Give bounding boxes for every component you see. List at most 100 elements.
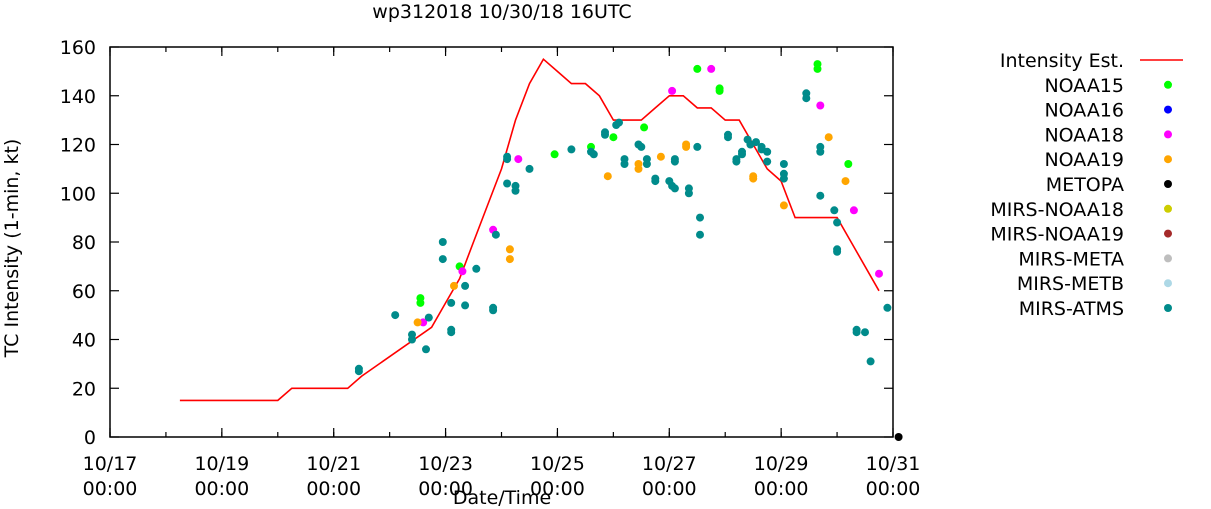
point-mirs-atms bbox=[438, 238, 447, 246]
point-mirs-atms bbox=[696, 213, 704, 222]
point-mirs-atms bbox=[816, 147, 825, 156]
point-mirs-atms bbox=[693, 142, 702, 151]
point-noaa18 bbox=[707, 64, 716, 73]
point-noaa19 bbox=[603, 172, 612, 181]
point-mirs-atms bbox=[354, 367, 363, 376]
y-tick-label: 20 bbox=[72, 378, 96, 400]
point-noaa19 bbox=[824, 133, 833, 142]
y-tick-label: 60 bbox=[72, 281, 96, 303]
point-noaa19 bbox=[682, 142, 691, 151]
point-mirs-atms bbox=[642, 160, 651, 168]
point-noaa19 bbox=[656, 152, 665, 161]
x-tick-label-date: 10/31 bbox=[866, 453, 921, 475]
point-noaa15 bbox=[693, 64, 702, 73]
legend-label-mirs-noaa19: MIRS-NOAA19 bbox=[990, 224, 1124, 246]
point-mirs-atms bbox=[438, 255, 447, 264]
legend-label-intensity-est-: Intensity Est. bbox=[1000, 50, 1124, 72]
x-tick-label-time: 00:00 bbox=[83, 478, 138, 500]
point-mirs-atms bbox=[724, 133, 732, 142]
point-mirs-atms bbox=[461, 301, 470, 310]
plot-series bbox=[179, 57, 903, 441]
point-mirs-atms bbox=[779, 174, 788, 183]
point-mirs-atms bbox=[670, 157, 679, 166]
point-noaa18 bbox=[458, 267, 467, 276]
point-mirs-atms bbox=[779, 160, 788, 168]
y-tick-label: 40 bbox=[72, 330, 96, 352]
point-mirs-atms bbox=[447, 298, 456, 307]
x-tick-label-time: 00:00 bbox=[866, 478, 921, 500]
point-mirs-atms bbox=[447, 328, 456, 337]
x-tick-label-date: 10/23 bbox=[418, 453, 473, 475]
legend-swatch-mirs-atms bbox=[1164, 304, 1172, 312]
point-noaa15 bbox=[715, 86, 724, 95]
x-tick-label-time: 00:00 bbox=[418, 478, 473, 500]
legend-label-noaa16: NOAA16 bbox=[1044, 100, 1124, 122]
point-mirs-atms bbox=[852, 328, 861, 337]
point-mirs-atms bbox=[833, 218, 842, 227]
legend-label-mirs-atms: MIRS-ATMS bbox=[1019, 298, 1124, 320]
y-axis: 0 20 40 60 80 100 120 140 160 bbox=[60, 37, 893, 449]
y-tick-label: 140 bbox=[60, 86, 96, 108]
chart-title: wp312018 10/30/18 16UTC bbox=[372, 1, 631, 23]
point-noaa15 bbox=[416, 298, 425, 307]
legend-label-mirs-noaa18: MIRS-NOAA18 bbox=[990, 199, 1124, 221]
x-tick-label-time: 00:00 bbox=[642, 478, 697, 500]
x-tick-label-time: 00:00 bbox=[306, 478, 361, 500]
point-noaa15 bbox=[550, 150, 559, 159]
point-mirs-atms bbox=[816, 191, 825, 200]
point-noaa18 bbox=[668, 86, 677, 95]
point-noaa19 bbox=[749, 174, 758, 183]
y-tick-label: 80 bbox=[72, 232, 96, 254]
legend-label-mirs-metb: MIRS-METB bbox=[1017, 273, 1124, 295]
point-mirs-atms bbox=[637, 142, 646, 151]
legend-swatch-mirs-metb bbox=[1164, 279, 1172, 288]
point-mirs-atms bbox=[684, 189, 693, 198]
point-mirs-atms bbox=[752, 138, 760, 147]
point-noaa19 bbox=[634, 164, 643, 173]
legend-swatch-noaa15 bbox=[1164, 80, 1172, 89]
point-mirs-atms bbox=[567, 145, 576, 154]
point-mirs-atms bbox=[601, 130, 609, 139]
legend-swatch-noaa18 bbox=[1164, 130, 1172, 139]
point-noaa19 bbox=[779, 201, 788, 210]
point-mirs-atms bbox=[461, 281, 470, 290]
point-noaa18 bbox=[514, 155, 523, 164]
point-noaa18 bbox=[875, 269, 883, 278]
point-mirs-atms bbox=[424, 313, 433, 322]
point-mirs-atms bbox=[802, 94, 811, 103]
legend-label-noaa19: NOAA19 bbox=[1044, 149, 1124, 171]
y-tick-label: 160 bbox=[60, 37, 96, 59]
legend-swatch-mirs-noaa19 bbox=[1164, 229, 1172, 238]
point-mirs-atms bbox=[491, 230, 500, 239]
legend-swatch-mirs-noaa18 bbox=[1164, 204, 1172, 213]
legend-swatch-mirs-meta bbox=[1164, 254, 1172, 263]
legend-swatch-metopa bbox=[1164, 180, 1172, 188]
point-noaa18 bbox=[816, 101, 825, 110]
x-tick-label-date: 10/25 bbox=[530, 453, 585, 475]
point-mirs-atms bbox=[732, 157, 741, 166]
point-noaa18 bbox=[849, 206, 858, 215]
point-mirs-atms bbox=[489, 306, 498, 315]
x-tick-label-date: 10/29 bbox=[754, 453, 809, 475]
point-mirs-atms bbox=[620, 160, 629, 168]
point-mirs-atms bbox=[670, 184, 679, 193]
legend-label-metopa: METOPA bbox=[1046, 174, 1124, 196]
x-tick-label-date: 10/21 bbox=[306, 453, 361, 475]
plot-frame bbox=[109, 46, 894, 438]
point-mirs-atms bbox=[503, 155, 512, 164]
point-mirs-atms bbox=[833, 247, 842, 256]
legend-label-noaa18: NOAA18 bbox=[1044, 124, 1124, 146]
point-mirs-atms bbox=[763, 147, 772, 156]
legend-label-noaa15: NOAA15 bbox=[1044, 75, 1124, 97]
point-noaa19 bbox=[450, 281, 458, 290]
legend-swatch-noaa19 bbox=[1164, 155, 1172, 164]
y-tick-label: 100 bbox=[60, 183, 96, 205]
point-mirs-atms bbox=[408, 335, 416, 344]
point-noaa19 bbox=[505, 245, 514, 254]
point-mirs-atms bbox=[696, 230, 704, 239]
intensity-estimate-line bbox=[179, 57, 880, 402]
point-noaa15 bbox=[813, 64, 822, 73]
y-tick-label: 120 bbox=[60, 135, 96, 157]
x-axis: 10/17 00:00 10/19 00:00 10/21 00:00 10/23 00:00… bbox=[83, 47, 921, 500]
